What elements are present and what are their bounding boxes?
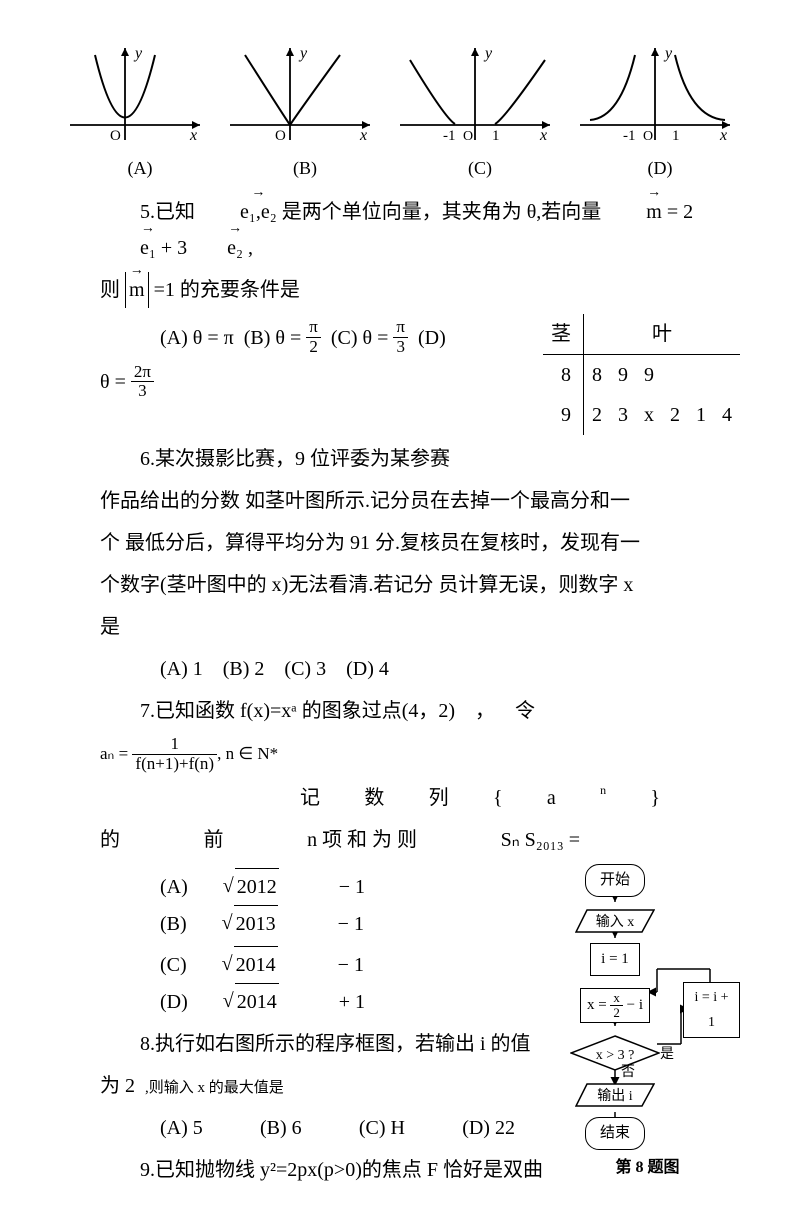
flow-no: 否 bbox=[621, 1060, 635, 1085]
axis-x: x bbox=[189, 127, 197, 144]
q8-l2: 为 2 ,则输入 x 的最大值是 bbox=[100, 1068, 555, 1104]
answer-graphs: x y O (A) x y O (B) bbox=[70, 40, 740, 184]
q6-l2: 作品给出的分数 如茎叶图所示.记分员在去掉一个最高分和一 bbox=[100, 483, 740, 519]
q6-l1: 6.某次摄影比赛，9 位评委为某参赛 bbox=[100, 441, 740, 477]
graph-b: x y O (B) bbox=[230, 40, 380, 184]
q7-l1: 7.已知函数 f(x)=xᵃ 的图象过点(4，2) ， 令 bbox=[100, 693, 740, 729]
svg-text:y: y bbox=[663, 45, 673, 62]
svg-text:x: x bbox=[539, 127, 547, 144]
svg-text:O: O bbox=[275, 128, 286, 144]
flow-inc: i = i + 1 bbox=[683, 982, 740, 1038]
svg-text:1: 1 bbox=[492, 128, 500, 144]
flow-assign: x = x2 − i bbox=[580, 988, 650, 1024]
svg-text:y: y bbox=[298, 45, 308, 62]
graph-a: x y O (A) bbox=[70, 40, 210, 184]
svg-text:x: x bbox=[359, 127, 367, 144]
svg-text:-1: -1 bbox=[623, 128, 636, 144]
flow-output: 输出 i bbox=[575, 1083, 655, 1105]
graph-c-label: (C) bbox=[400, 152, 560, 184]
flowchart: 开始 输入 x i = 1 x = x2 − i x > 3 ? 输 bbox=[555, 864, 740, 1183]
q8-options: (A) 5(B) 6(C) H(D) 22 bbox=[100, 1110, 555, 1146]
q7-options-row1: (A) 2012 − 1 (B) 2013 − 1 bbox=[100, 868, 555, 942]
graph-c: -1 1 x y O (C) bbox=[400, 40, 560, 184]
q7-l3: 的前 n 项 和 为 则Sₙ S₂₀₁₃ = bbox=[100, 822, 740, 858]
svg-text:O: O bbox=[643, 129, 653, 144]
stem-leaf-plot: 茎叶 8 899 9 23x214 bbox=[543, 314, 740, 435]
graph-a-label: (A) bbox=[70, 152, 210, 184]
svg-text:x: x bbox=[719, 127, 727, 144]
q6-l3: 个 最低分后，算得平均分为 91 分.复核员在复核时，发现有一 bbox=[100, 525, 740, 561]
q7-options-row2: (C) 2014 − 1 (D) 2014 + 1 bbox=[100, 946, 555, 1020]
q6-l5: 是 bbox=[100, 609, 740, 645]
flow-input: 输入 x bbox=[575, 909, 655, 931]
graph-d: -1 1 x y O (D) bbox=[580, 40, 740, 184]
svg-text:-1: -1 bbox=[443, 128, 456, 144]
q5-line1: 5.已知 e₁,e₂ 是两个单位向量，其夹角为 θ,若向量 m = 2e₁ + … bbox=[100, 194, 740, 266]
q8-l1: 8.执行如右图所示的程序框图，若输出 i 的值 bbox=[100, 1026, 555, 1062]
q6-options: (A) 1 (B) 2 (C) 3 (D) 4 bbox=[100, 651, 740, 687]
flow-start: 开始 bbox=[585, 864, 645, 897]
svg-text:O: O bbox=[110, 128, 121, 144]
axis-y: y bbox=[133, 45, 143, 62]
q5-option-d: θ = 2π3 bbox=[100, 363, 523, 401]
flow-end: 结束 bbox=[585, 1117, 645, 1150]
flow-cond: x > 3 ? bbox=[570, 1035, 660, 1071]
q7-formula: aₙ = 1f(n+1)+f(n) , n ∈ N* bbox=[100, 735, 740, 773]
q7-l2: 记数列 {a n} bbox=[100, 780, 740, 816]
flow-init: i = 1 bbox=[590, 943, 640, 976]
q5-options-row1: (A) θ = π (B) θ = π2 (C) θ = π3 (D) bbox=[100, 318, 523, 356]
svg-text:y: y bbox=[483, 45, 493, 62]
q6-l4: 个数字(茎叶图中的 x)无法看清.若记分 员计算无误，则数字 x bbox=[100, 567, 740, 603]
q5-line2: 则 m =1 的充要条件是 bbox=[100, 272, 740, 308]
svg-text:1: 1 bbox=[672, 128, 680, 144]
flow-yes: 是 bbox=[660, 1042, 674, 1067]
svg-text:O: O bbox=[463, 129, 473, 144]
q9-l1: 9.已知抛物线 y²=2px(p>0)的焦点 F 恰好是双曲 bbox=[100, 1152, 555, 1188]
